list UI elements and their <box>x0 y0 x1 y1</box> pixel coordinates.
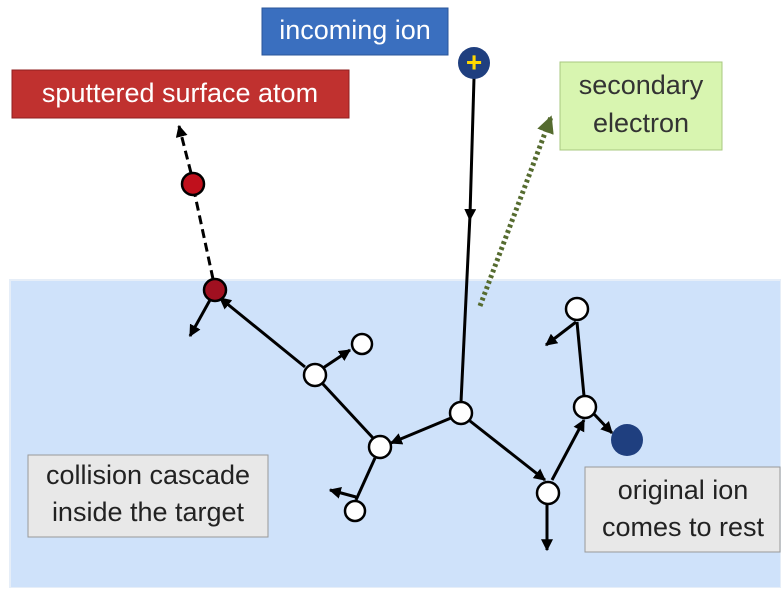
ion <box>458 47 490 79</box>
ion-path <box>459 77 477 403</box>
sputtered-box <box>11 69 350 119</box>
label: collision cascade <box>46 460 250 490</box>
label: secondary <box>579 70 704 100</box>
label: original ion <box>618 475 749 505</box>
label: electron <box>593 108 689 138</box>
sputter-path <box>175 124 193 174</box>
label: inside the target <box>52 497 245 527</box>
incoming-ion-box <box>261 7 449 56</box>
ion-charge: + <box>466 46 482 77</box>
cascade <box>188 296 614 552</box>
label: incoming ion <box>279 15 431 45</box>
sputter-path <box>193 194 215 280</box>
rest-box <box>584 466 781 553</box>
label: comes to rest <box>602 512 765 542</box>
electron-box <box>559 61 723 151</box>
label: sputtered surface atom <box>42 78 318 108</box>
electron-path <box>477 115 554 307</box>
cascade-box <box>27 454 269 538</box>
atoms <box>180 171 643 523</box>
